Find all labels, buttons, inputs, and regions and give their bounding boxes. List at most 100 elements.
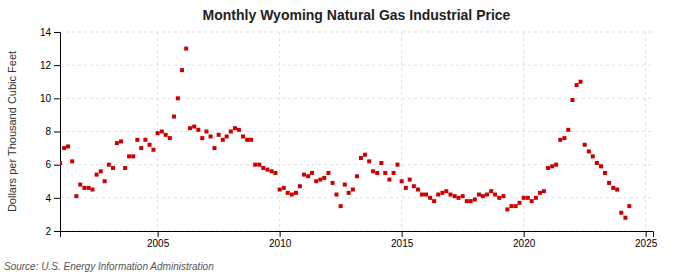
- point: [383, 171, 387, 175]
- point: [623, 216, 627, 220]
- point: [558, 138, 562, 142]
- point: [164, 133, 168, 137]
- y-tick-mark: [54, 198, 60, 199]
- point: [416, 188, 420, 192]
- point: [103, 179, 107, 183]
- point: [583, 143, 587, 147]
- point: [148, 143, 152, 147]
- point: [237, 128, 241, 132]
- point: [477, 193, 481, 197]
- x-tick: 2015: [391, 231, 414, 249]
- point: [347, 191, 351, 195]
- point: [217, 133, 221, 137]
- y-axis-label: Dollars per Thousand Cubic Feet: [6, 51, 18, 212]
- point: [111, 166, 115, 170]
- point: [404, 186, 408, 190]
- point: [619, 211, 623, 215]
- point: [249, 138, 253, 142]
- point: [192, 125, 196, 129]
- point: [326, 171, 330, 175]
- point: [448, 193, 452, 197]
- point: [428, 196, 432, 200]
- point: [339, 204, 343, 208]
- x-tick-mark: [280, 231, 281, 237]
- point: [273, 171, 277, 175]
- point: [420, 193, 424, 197]
- point: [245, 138, 249, 142]
- y-tick-mark: [54, 165, 60, 166]
- point: [334, 193, 338, 197]
- point: [359, 156, 363, 160]
- point: [514, 204, 518, 208]
- y-tick-label: 4: [45, 193, 51, 204]
- point: [351, 188, 355, 192]
- point: [221, 138, 225, 142]
- x-tick-label: 2025: [635, 238, 658, 249]
- y-tick: 6: [45, 159, 60, 170]
- point: [534, 196, 538, 200]
- point: [119, 139, 123, 143]
- x-axis-line: [61, 232, 654, 238]
- point: [168, 136, 172, 140]
- point: [615, 188, 619, 192]
- x-tick-label: 2015: [391, 238, 414, 249]
- y-tick-mark: [54, 32, 60, 33]
- point: [603, 171, 607, 175]
- point: [318, 178, 322, 182]
- point: [546, 166, 550, 170]
- point: [302, 173, 306, 177]
- point: [78, 183, 82, 187]
- point: [457, 196, 461, 200]
- point: [473, 197, 477, 201]
- grid-line-y: [60, 197, 653, 198]
- point: [343, 183, 347, 187]
- x-tick-label: 2010: [269, 238, 292, 249]
- point: [522, 196, 526, 200]
- point: [379, 161, 383, 165]
- y-tick: 12: [40, 60, 60, 71]
- point: [160, 130, 164, 134]
- point: [599, 164, 603, 168]
- grid-line-y: [60, 131, 653, 132]
- grid-line-x: [279, 32, 280, 231]
- point: [70, 159, 74, 163]
- point: [444, 189, 448, 193]
- y-tick-label: 12: [40, 60, 52, 71]
- y-tick-mark: [54, 231, 60, 232]
- point: [432, 199, 436, 203]
- point: [209, 134, 213, 138]
- point: [493, 193, 497, 197]
- x-tick-mark: [158, 231, 159, 237]
- grid-line-x: [645, 32, 646, 231]
- point: [424, 193, 428, 197]
- point: [400, 179, 404, 183]
- chart-container: 200520102015202020252468101214Monthly Wy…: [0, 0, 675, 275]
- point: [62, 146, 66, 150]
- x-tick: 2005: [147, 231, 170, 249]
- point: [139, 146, 143, 150]
- point: [550, 164, 554, 168]
- point: [607, 181, 611, 185]
- x-tick-mark: [402, 231, 403, 237]
- point: [591, 154, 595, 158]
- point: [530, 199, 534, 203]
- x-tick-mark: [524, 231, 525, 237]
- grid-line-x: [401, 32, 402, 231]
- point: [204, 130, 208, 134]
- source-note: Source: U.S. Energy Information Administ…: [4, 261, 214, 272]
- grid-line-y: [60, 32, 653, 33]
- y-tick-label: 14: [40, 27, 52, 38]
- point: [60, 161, 62, 165]
- point: [176, 96, 180, 100]
- point: [265, 168, 269, 172]
- x-tick: 2020: [513, 231, 536, 249]
- point: [172, 115, 176, 119]
- point: [570, 98, 574, 102]
- point: [322, 176, 326, 180]
- point: [229, 130, 233, 134]
- title: Monthly Wyoming Natural Gas Industrial P…: [203, 7, 511, 23]
- point: [436, 193, 440, 197]
- point: [485, 193, 489, 197]
- point: [505, 207, 509, 211]
- point: [278, 188, 282, 192]
